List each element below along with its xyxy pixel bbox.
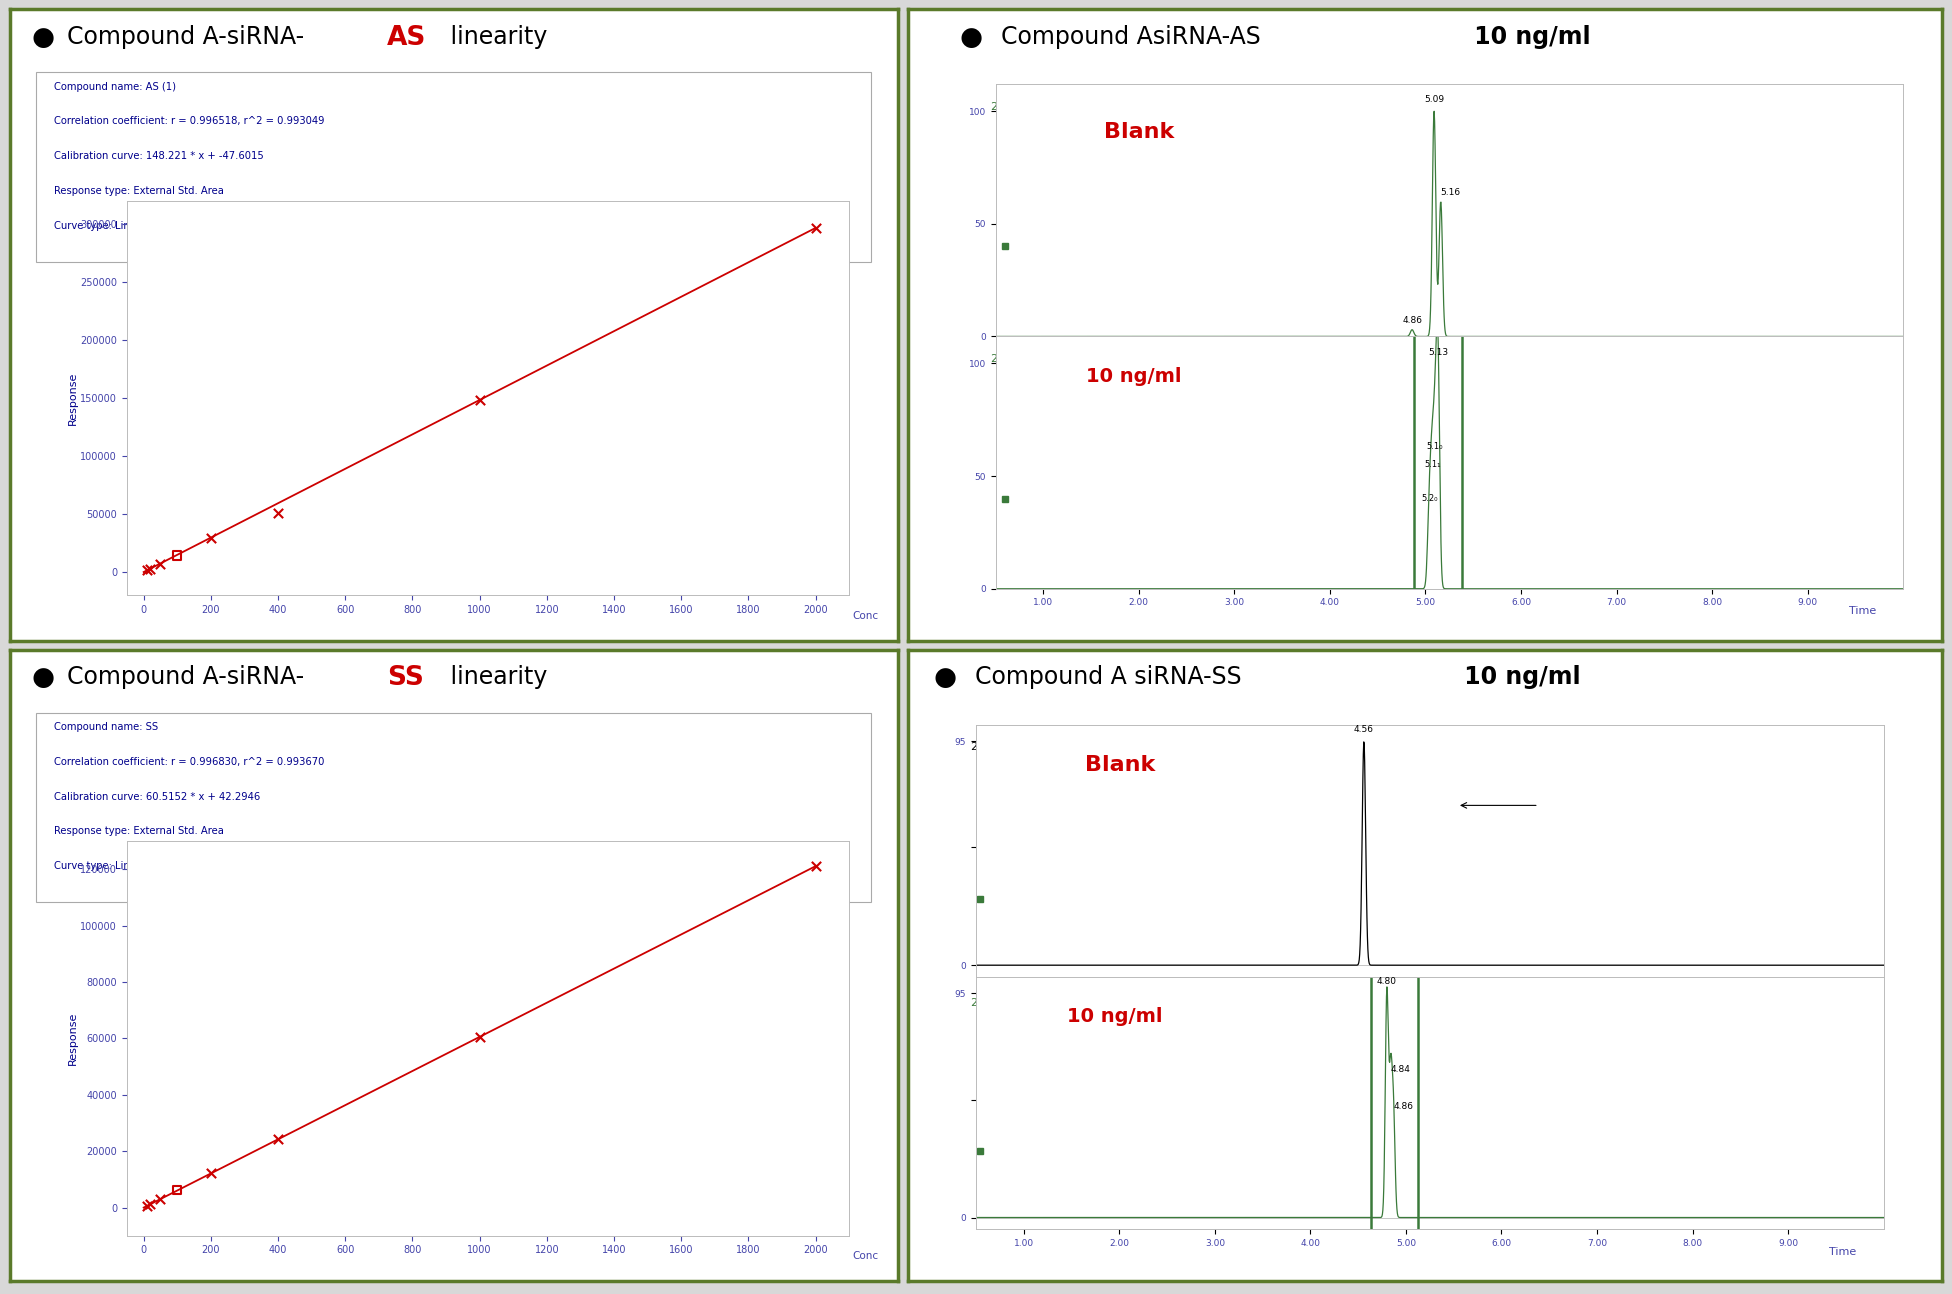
Text: Response type: External Std. Area: Response type: External Std. Area — [55, 827, 224, 836]
Text: 5.09: 5.09 — [1425, 96, 1444, 105]
Text: 4.56: 4.56 — [1355, 725, 1374, 734]
Point — [262, 1128, 293, 1149]
Point — [800, 855, 832, 876]
Text: MRM of 8 Channels ES-: MRM of 8 Channels ES- — [1685, 101, 1796, 110]
Text: 786.1 > 805.35 (AS): 786.1 > 805.35 (AS) — [1685, 123, 1782, 133]
Text: 5.1₀: 5.1₀ — [1427, 443, 1443, 452]
Text: 20220521_03_04: 20220521_03_04 — [970, 996, 1066, 1008]
Text: Compound AsiRNA-AS: Compound AsiRNA-AS — [1001, 25, 1261, 49]
Point — [800, 217, 832, 238]
Text: 5.2₀: 5.2₀ — [1421, 494, 1437, 503]
Point — [135, 1194, 166, 1215]
Bar — [37, 72, 871, 261]
Text: Correlation coefficient: r = 0.996518, r^2 = 0.993049: Correlation coefficient: r = 0.996518, r… — [55, 116, 324, 127]
Text: 10 ng/ml: 10 ng/ml — [1068, 1007, 1161, 1026]
Text: 4.86: 4.86 — [1394, 1102, 1413, 1112]
Text: 10 ng/ml: 10 ng/ml — [1085, 366, 1181, 386]
Text: 17.9: 17.9 — [1653, 785, 1675, 796]
Text: 5.13: 5.13 — [1427, 348, 1448, 357]
Text: Time: Time — [1829, 1246, 1856, 1256]
Text: Calibration curve: 148.221 * x + -47.6015: Calibration curve: 148.221 * x + -47.601… — [55, 151, 264, 162]
Text: ●: ● — [933, 665, 956, 691]
Text: 5.1₁: 5.1₁ — [1423, 461, 1441, 470]
Y-axis label: Response: Response — [68, 1012, 78, 1065]
Text: linearity: linearity — [443, 25, 549, 49]
Point — [162, 1180, 193, 1201]
Bar — [37, 713, 871, 902]
Text: Time: Time — [1849, 606, 1876, 616]
Text: 4.84: 4.84 — [1390, 1065, 1411, 1074]
Text: 4.86: 4.86 — [1402, 316, 1423, 325]
Text: ●: ● — [31, 25, 55, 50]
Text: Compound name: AS (1): Compound name: AS (1) — [55, 82, 176, 92]
Text: 674.032 > 721.263 (SS): 674.032 > 721.263 (SS) — [1653, 1018, 1770, 1029]
Text: 5.16: 5.16 — [1441, 188, 1460, 197]
Point — [262, 502, 293, 523]
Bar — [1370, 968, 1419, 1232]
Text: MRM of 8 Channels ES-: MRM of 8 Channels ES- — [1653, 741, 1765, 751]
Text: 575: 575 — [1685, 145, 1702, 155]
Point — [144, 554, 176, 575]
Text: 20220521_03_03: 20220521_03_03 — [970, 741, 1066, 752]
Text: 4.80: 4.80 — [1376, 977, 1398, 986]
Point — [465, 1026, 496, 1047]
Text: 20220521_03_04: 20220521_03_04 — [990, 353, 1087, 364]
Text: AS: AS — [386, 25, 427, 50]
Text: Compound A-siRNA-: Compound A-siRNA- — [68, 25, 305, 49]
Text: ●: ● — [960, 25, 982, 50]
Text: 1.09e4: 1.09e4 — [1653, 1042, 1687, 1051]
Text: SS: SS — [386, 665, 424, 691]
Point — [195, 528, 226, 549]
Point — [135, 559, 166, 580]
Text: Calibration curve: 60.5152 * x + 42.2946: Calibration curve: 60.5152 * x + 42.2946 — [55, 792, 260, 802]
Point — [162, 545, 193, 565]
Point — [195, 1163, 226, 1184]
Text: 2.84e4: 2.84e4 — [1685, 397, 1718, 408]
Text: Compound A siRNA-SS: Compound A siRNA-SS — [974, 665, 1241, 690]
Text: 20220521_03_03: 20220521_03_03 — [990, 101, 1085, 111]
Text: MRM of 8 Channels ES-: MRM of 8 Channels ES- — [1685, 353, 1796, 364]
Y-axis label: Response: Response — [68, 371, 78, 424]
Text: linearity: linearity — [443, 665, 549, 690]
Text: Curve type: Linear, Origin: Exclude, Weighting: 1/x^2, Axis trans: None: Curve type: Linear, Origin: Exclude, Wei… — [55, 861, 410, 871]
Text: Conc: Conc — [853, 1251, 878, 1262]
Text: 786.1 > 805.35 (AS): 786.1 > 805.35 (AS) — [1685, 375, 1782, 386]
Text: Blank: Blank — [1105, 122, 1175, 142]
Text: 10 ng/ml: 10 ng/ml — [1456, 665, 1581, 690]
Text: ●: ● — [31, 665, 55, 691]
Text: Curve type: Linear, Origin: Exclude, Weighting: 1/x^2, Axis trans: None: Curve type: Linear, Origin: Exclude, Wei… — [55, 220, 410, 230]
Text: Compound name: SS: Compound name: SS — [55, 722, 158, 732]
Text: Conc: Conc — [853, 611, 878, 621]
Text: Blank: Blank — [1085, 754, 1156, 775]
Point — [131, 1196, 162, 1216]
Text: 674.032 > 721.263 (SS): 674.032 > 721.263 (SS) — [1653, 763, 1770, 774]
Text: Response type: External Std. Area: Response type: External Std. Area — [55, 186, 224, 195]
Text: Correlation coefficient: r = 0.996830, r^2 = 0.993670: Correlation coefficient: r = 0.996830, r… — [55, 757, 324, 767]
Text: 10 ng/ml: 10 ng/ml — [1466, 25, 1591, 49]
Point — [465, 389, 496, 410]
Point — [131, 560, 162, 581]
Point — [144, 1189, 176, 1210]
Bar — [1413, 330, 1462, 595]
Text: Compound A-siRNA-: Compound A-siRNA- — [68, 665, 305, 690]
Text: MRM of 8 Channels ES-: MRM of 8 Channels ES- — [1653, 996, 1765, 1007]
